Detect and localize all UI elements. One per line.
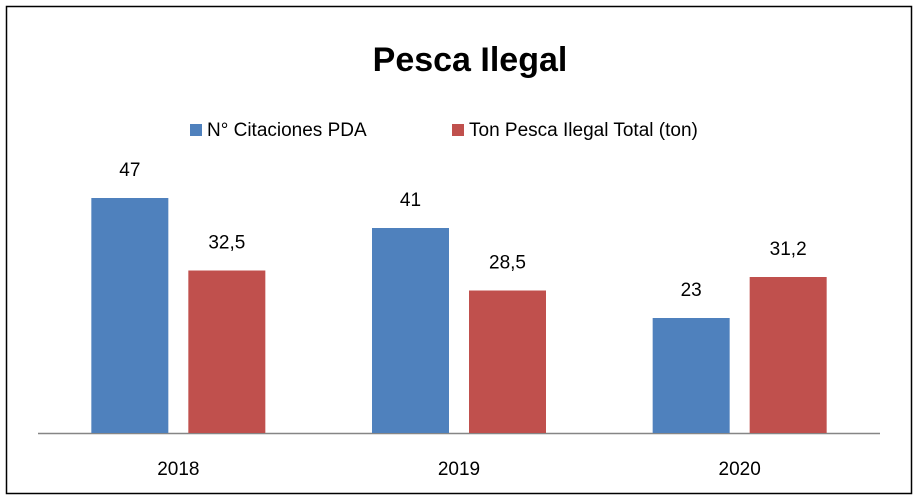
bar [188,270,266,433]
chart-title: Pesca Ilegal [373,41,568,79]
x-tick-label: 2018 [157,459,199,480]
data-label: 28,5 [489,253,526,274]
data-label: 23 [681,280,702,301]
legend-swatch [452,124,464,136]
legend-swatch [190,124,202,136]
bar [469,290,546,433]
bar [372,228,449,433]
data-label: 47 [119,160,140,181]
x-tick-label: 2020 [719,459,761,480]
bar [652,318,730,433]
data-label: 32,5 [208,233,245,254]
bar [749,277,827,433]
bar [91,198,169,433]
legend-label: Ton Pesca Ilegal Total (ton) [469,120,698,141]
x-tick-label: 2019 [438,459,480,480]
legend-label: N° Citaciones PDA [207,120,367,141]
data-label: 41 [400,190,421,211]
data-label: 31,2 [770,239,807,260]
